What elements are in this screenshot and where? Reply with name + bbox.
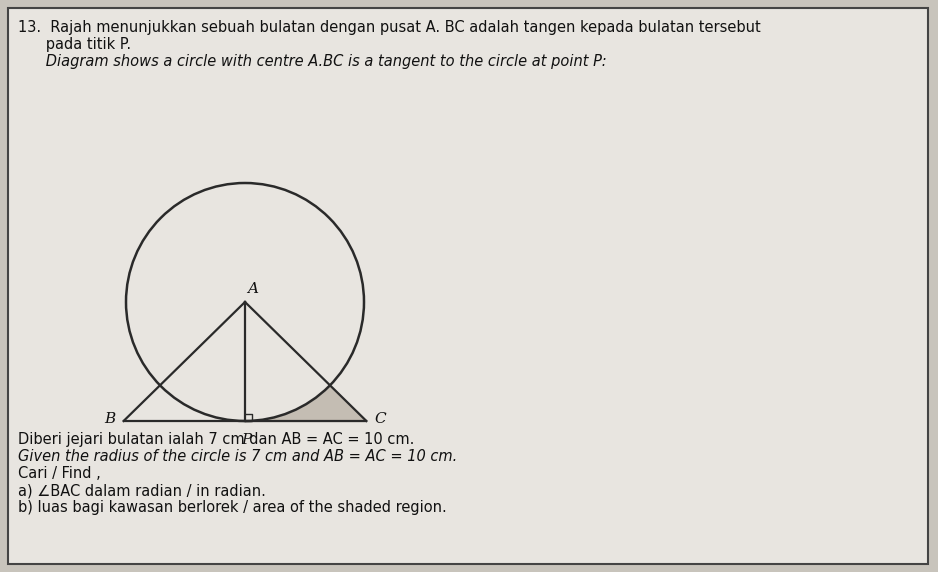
Text: P: P [241,433,251,447]
Text: C: C [374,412,386,426]
Text: Diberi jejari bulatan ialah 7 cm dan AB = AC = 10 cm.: Diberi jejari bulatan ialah 7 cm dan AB … [18,432,415,447]
Text: pada titik P.: pada titik P. [18,37,131,52]
Text: A: A [247,282,258,296]
Text: a) ∠BAC dalam radian / in radian.: a) ∠BAC dalam radian / in radian. [18,483,265,498]
Text: Given the radius of the circle is 7 cm and AB = AC = 10 cm.: Given the radius of the circle is 7 cm a… [18,449,457,464]
Text: Cari / Find ,: Cari / Find , [18,466,100,481]
Text: B: B [104,412,115,426]
Text: b) luas bagi kawasan berlorek / area of the shaded region.: b) luas bagi kawasan berlorek / area of … [18,500,446,515]
Polygon shape [245,302,330,421]
Polygon shape [245,302,367,421]
Text: 13.  Rajah menunjukkan sebuah bulatan dengan pusat A. BC adalah tangen kepada bu: 13. Rajah menunjukkan sebuah bulatan den… [18,20,761,35]
Text: Diagram shows a circle with centre A.BC is a tangent to the circle at point P:: Diagram shows a circle with centre A.BC … [18,54,607,69]
